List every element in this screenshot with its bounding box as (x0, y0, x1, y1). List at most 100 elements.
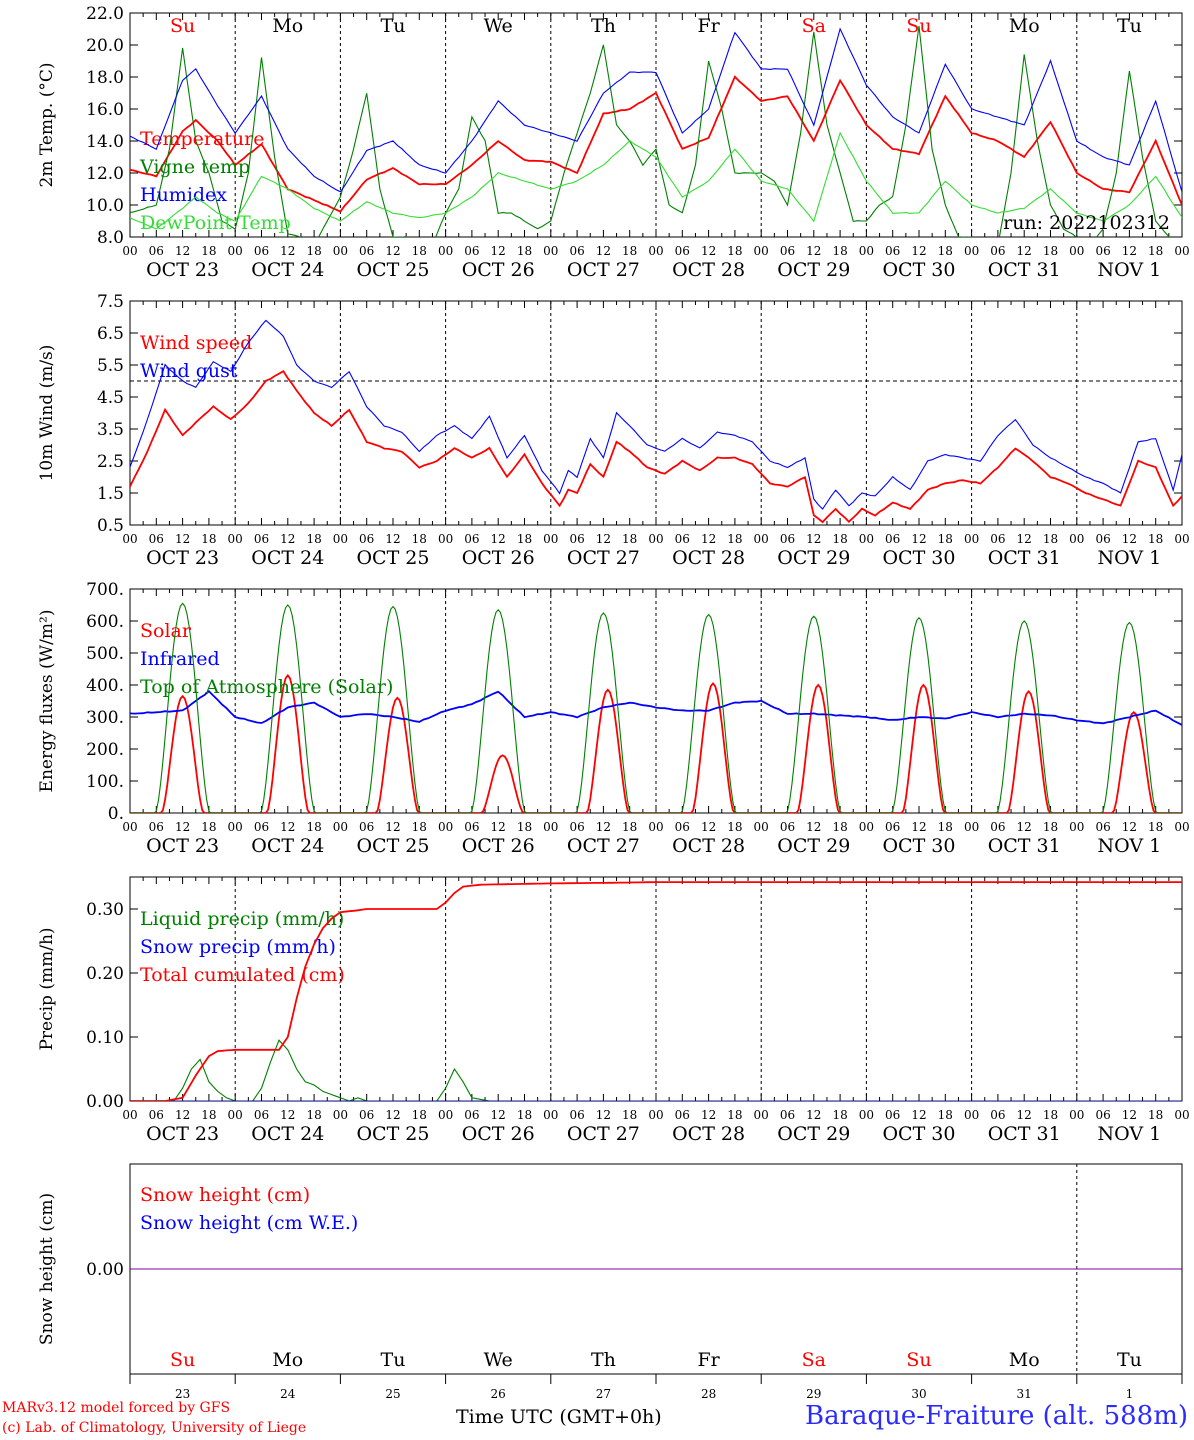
day-name-bottom: Su (170, 1349, 195, 1371)
temp-legend-2: Humidex (140, 184, 227, 206)
precip-date-label: NOV 1 (1098, 1123, 1162, 1145)
precip-hour-label: 06 (464, 1108, 479, 1122)
flux-legend-0: Solar (140, 620, 192, 642)
wind-y-tick-label: 5.5 (97, 356, 124, 376)
day-name-bottom: Fr (697, 1349, 720, 1371)
wind-hour-label: 00 (438, 532, 453, 546)
flux-y-tick-label: 100. (86, 772, 124, 792)
x-axis-title: Time UTC (GMT+0h) (456, 1406, 662, 1428)
precip-date-label: OCT 24 (251, 1123, 324, 1145)
wind-date-label: OCT 24 (251, 547, 324, 569)
day-name-bottom: Sa (802, 1349, 826, 1371)
temp-hour-label: 18 (306, 244, 321, 258)
precip-hour-label: 00 (964, 1108, 979, 1122)
flux-series-1 (130, 689, 1182, 726)
day-name-bottom: Th (591, 1349, 616, 1371)
flux-hour-label: 00 (648, 820, 663, 834)
flux-hour-label: 18 (517, 820, 532, 834)
wind-hour-label: 06 (780, 532, 795, 546)
wind-hour-label: 18 (517, 532, 532, 546)
flux-hour-label: 12 (806, 820, 821, 834)
precip-hour-label: 18 (1148, 1108, 1163, 1122)
temp-hour-label: 00 (754, 244, 769, 258)
flux-date-label: OCT 31 (988, 835, 1061, 857)
wind-hour-label: 06 (359, 532, 374, 546)
wind-date-label: OCT 29 (777, 547, 850, 569)
wind-hour-label: 06 (254, 532, 269, 546)
wind-hour-label: 06 (149, 532, 164, 546)
precip-hour-label: 00 (438, 1108, 453, 1122)
flux-date-label: NOV 1 (1098, 835, 1162, 857)
wind-date-label: OCT 27 (567, 547, 640, 569)
temp-hour-label: 12 (1017, 244, 1032, 258)
flux-hour-label: 06 (569, 820, 584, 834)
day-name-bottom: We (484, 1349, 513, 1371)
precip-hour-label: 12 (1017, 1108, 1032, 1122)
flux-date-label: OCT 30 (882, 835, 955, 857)
temp-y-axis-label: 2m Temp. (°C) (37, 62, 57, 187)
wind-hour-label: 18 (727, 532, 742, 546)
temp-date-label: OCT 25 (356, 259, 429, 281)
flux-series-0 (130, 673, 1182, 813)
precip-legend-1: Snow precip (mm/h) (140, 936, 336, 958)
day-number: 26 (491, 1387, 506, 1401)
wind-y-tick-label: 0.5 (97, 516, 124, 536)
temp-hour-label: 00 (543, 244, 558, 258)
precip-hour-label: 06 (675, 1108, 690, 1122)
day-name-bottom: Mo (1009, 1349, 1040, 1371)
wind-hour-label: 00 (859, 532, 874, 546)
temp-hour-label: 12 (596, 244, 611, 258)
temp-hour-label: 12 (385, 244, 400, 258)
flux-hour-label: 12 (280, 820, 295, 834)
temp-date-label: OCT 30 (882, 259, 955, 281)
flux-date-label: OCT 23 (146, 835, 219, 857)
temp-hour-label: 00 (333, 244, 348, 258)
wind-hour-label: 12 (385, 532, 400, 546)
precip-date-label: OCT 31 (988, 1123, 1061, 1145)
run-label: run: 2022102312 (1003, 212, 1170, 234)
flux-hour-label: 18 (622, 820, 637, 834)
temp-hour-label: 18 (832, 244, 847, 258)
day-number: 1 (1126, 1387, 1134, 1401)
precip-hour-label: 18 (306, 1108, 321, 1122)
temp-hour-label: 18 (1043, 244, 1058, 258)
precip-hour-label: 18 (201, 1108, 216, 1122)
precip-series-0 (130, 1039, 1182, 1101)
day-name-top: We (484, 15, 513, 37)
precip-y-tick-label: 0.10 (86, 1028, 124, 1048)
day-name-top: Su (906, 15, 931, 37)
wind-y-tick-label: 4.5 (97, 388, 124, 408)
flux-y-tick-label: 500. (86, 644, 124, 664)
station-name: Baraque-Fraiture (alt. 588m) (804, 1401, 1188, 1431)
precip-hour-label: 00 (859, 1108, 874, 1122)
wind-hour-label: 00 (333, 532, 348, 546)
wind-date-label: NOV 1 (1098, 547, 1162, 569)
precip-hour-label: 00 (1069, 1108, 1084, 1122)
temp-hour-label: 12 (1122, 244, 1137, 258)
wind-series-0 (130, 369, 1182, 524)
wind-y-tick-label: 7.5 (97, 292, 124, 312)
precip-hour-label: 12 (596, 1108, 611, 1122)
temp-y-tick-label: 14.0 (86, 132, 124, 152)
flux-hour-label: 06 (149, 820, 164, 834)
temp-series-0 (130, 75, 1182, 213)
flux-hour-label: 06 (254, 820, 269, 834)
day-name-top: Sa (802, 15, 826, 37)
precip-y-tick-label: 0.30 (86, 900, 124, 920)
wind-series-1 (130, 319, 1182, 510)
temp-y-tick-label: 22.0 (86, 4, 124, 24)
flux-hour-label: 06 (780, 820, 795, 834)
precip-hour-label: 12 (175, 1108, 190, 1122)
wind-hour-label: 12 (1122, 532, 1137, 546)
flux-hour-label: 18 (201, 820, 216, 834)
wind-hour-label: 12 (280, 532, 295, 546)
precip-legend-0: Liquid precip (mm/h) (140, 908, 344, 930)
flux-legend-2: Top of Atmosphere (Solar) (140, 676, 393, 698)
temp-hour-label: 06 (464, 244, 479, 258)
temp-hour-label: 00 (228, 244, 243, 258)
day-name-top: Mo (272, 15, 303, 37)
wind-hour-label: 18 (1148, 532, 1163, 546)
precip-hour-label: 18 (727, 1108, 742, 1122)
flux-date-label: OCT 27 (567, 835, 640, 857)
day-number: 25 (385, 1387, 400, 1401)
